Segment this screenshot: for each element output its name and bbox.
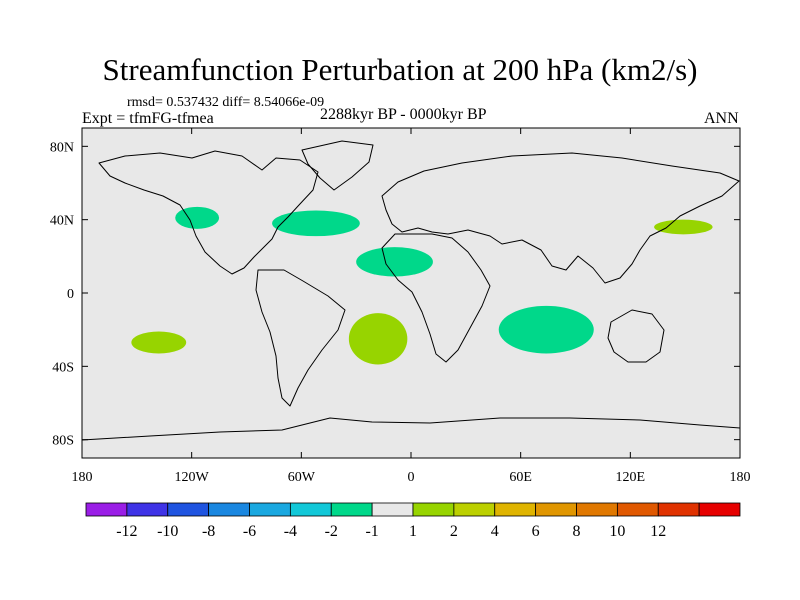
colorbar-label: -6 — [243, 523, 256, 540]
coast-australia — [607, 309, 665, 363]
colorbar-swatch — [167, 502, 210, 517]
colorbar-swatch — [330, 502, 373, 517]
lon-tick-label: 60E — [509, 470, 532, 485]
colorbar-label: 1 — [409, 523, 417, 540]
lat-tick-label: 80N — [50, 140, 74, 155]
lon-tick-label: 180 — [730, 470, 751, 485]
colorbar-swatch — [535, 502, 577, 517]
season-label: ANN — [704, 110, 739, 127]
colorbar-swatch — [576, 502, 618, 517]
lat-tick-label: 40S — [52, 360, 74, 375]
lon-tick-label: 60W — [288, 470, 316, 485]
lon-tick-label: 120E — [616, 470, 646, 485]
coast-eurasia — [381, 152, 740, 284]
colorbar-swatch — [85, 502, 128, 517]
map-plot-area — [82, 128, 740, 458]
axis-ticks — [81, 128, 741, 458]
lat-tick-label: 80S — [52, 434, 74, 449]
chart-title: Streamfunction Perturbation at 200 hPa (… — [102, 52, 698, 87]
lat-tick-label: 0 — [67, 287, 74, 302]
contour-regions — [131, 206, 713, 365]
region-north-atlantic-negative — [272, 210, 360, 237]
colorbar-swatch — [126, 502, 169, 517]
colorbar-label: -10 — [157, 523, 178, 540]
region-indian-ocean-negative — [498, 305, 594, 354]
colorbar-label: 8 — [573, 523, 581, 540]
lon-tick-label: 120W — [175, 470, 210, 485]
colorbar-label: 10 — [609, 523, 625, 540]
colorbar-swatch — [249, 502, 291, 517]
colorbar-label: -8 — [202, 523, 215, 540]
colorbar-swatch — [453, 502, 496, 517]
colorbar-label: 6 — [532, 523, 540, 540]
coast-greenland — [301, 140, 374, 191]
period-label: 2288kyr BP - 0000kyr BP — [320, 106, 487, 123]
region-south-pacific-positive — [131, 331, 187, 354]
lat-tick-label: 40N — [50, 214, 74, 229]
coast-north-america — [98, 150, 319, 275]
region-south-atlantic-positive — [348, 313, 408, 365]
coastlines — [82, 140, 740, 441]
colorbar-swatch — [412, 502, 455, 517]
lon-tick-label: 0 — [408, 470, 415, 485]
colorbar-label: -4 — [284, 523, 297, 540]
experiment-label: Expt = tfmFG-tfmea — [82, 110, 214, 127]
colorbar-label: 2 — [450, 523, 458, 540]
coast-south-america — [255, 269, 346, 407]
axis-tick-labels: 180 120W 60W 0 60E 120E 180 80N 40N 0 40S 80S — [50, 140, 751, 485]
colorbar-swatch — [657, 502, 700, 517]
colorbar-swatch — [494, 502, 537, 517]
region-africa-north-negative — [356, 247, 433, 277]
colorbar-label: 12 — [650, 523, 666, 540]
colorbar-label: 4 — [491, 523, 499, 540]
colorbar-label: -1 — [365, 523, 378, 540]
colorbar-swatch — [208, 502, 250, 517]
colorbar-swatch — [616, 502, 659, 517]
coast-antarctica — [82, 417, 740, 441]
lon-tick-label: 180 — [72, 470, 93, 485]
colorbar-label: -2 — [325, 523, 338, 540]
colorbar-label: -12 — [116, 523, 137, 540]
region-north-pacific-positive — [654, 219, 713, 235]
colorbar-swatch — [371, 502, 414, 517]
region-north-america-west-negative — [175, 206, 220, 229]
colorbar-swatch — [698, 502, 741, 517]
colorbar: -12 -10 -8 -6 -4 -2 -1 1 2 4 6 8 10 12 — [85, 502, 741, 540]
stats-annotation: rmsd= 0.537432 diff= 8.54066e-09 — [127, 95, 325, 110]
coast-africa — [381, 233, 491, 363]
colorbar-swatch — [289, 502, 332, 517]
